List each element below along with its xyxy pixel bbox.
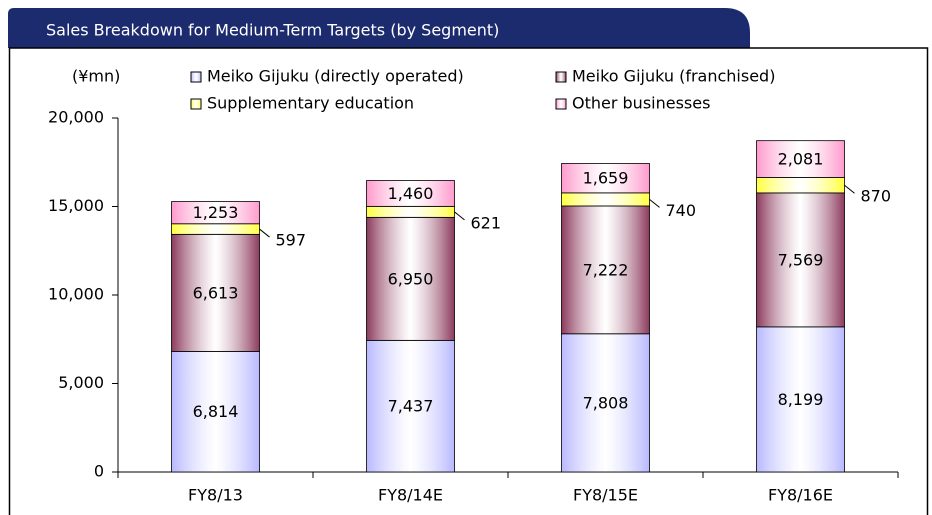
data-label: 621 <box>471 213 502 232</box>
legend-label: Meiko Gijuku (directly operated) <box>207 67 464 86</box>
bar-segment <box>756 177 845 194</box>
data-label: 6,950 <box>388 269 434 288</box>
bar-segment <box>171 350 260 473</box>
data-label: 7,222 <box>583 260 629 279</box>
data-label: 2,081 <box>778 150 824 169</box>
bar-segment <box>366 216 455 341</box>
y-axis-label: (¥mn) <box>72 67 120 86</box>
data-label: 1,460 <box>388 184 434 203</box>
y-tick-label: 5,000 <box>58 373 104 392</box>
bar-segment <box>561 192 650 207</box>
bar-segment <box>561 163 650 194</box>
data-label: 7,808 <box>583 393 629 412</box>
data-label: 740 <box>666 201 697 220</box>
data-label: 6,613 <box>193 283 239 302</box>
data-label: 1,253 <box>193 203 239 222</box>
legend-swatch <box>555 71 567 83</box>
bar-segment <box>756 326 845 473</box>
legend-swatch <box>190 98 202 110</box>
data-label: 870 <box>861 187 892 206</box>
header-tab <box>8 8 750 48</box>
y-tick-label: 0 <box>94 462 104 481</box>
data-label: 1,659 <box>583 169 629 188</box>
bar-segment <box>366 339 455 473</box>
bar-segment <box>561 205 650 335</box>
y-tick-label: 10,000 <box>48 285 104 304</box>
y-tick-label: 15,000 <box>48 196 104 215</box>
data-label: 6,814 <box>193 402 239 421</box>
leader-line <box>649 199 660 208</box>
x-tick-label: FY8/14E <box>378 486 443 505</box>
bar-segment <box>756 140 845 178</box>
chart-title: Sales Breakdown for Medium-Term Targets … <box>46 21 499 40</box>
data-label: 7,569 <box>778 250 824 269</box>
legend-label: Other businesses <box>572 94 710 113</box>
x-tick-label: FY8/13 <box>188 486 243 505</box>
leader-line <box>259 228 270 238</box>
data-label: 8,199 <box>778 390 824 409</box>
legend-swatch <box>555 98 567 110</box>
y-tick-label: 20,000 <box>48 108 104 127</box>
legend-label: Supplementary education <box>207 94 414 113</box>
data-label: 597 <box>276 231 307 250</box>
leader-line <box>844 184 855 194</box>
x-tick-label: FY8/16E <box>768 486 833 505</box>
frame <box>8 47 929 515</box>
legend-swatch <box>190 71 202 83</box>
bar-segment <box>171 223 260 235</box>
bar-segment <box>561 333 650 473</box>
x-tick-label: FY8/15E <box>573 486 638 505</box>
bar-segment <box>756 192 845 328</box>
bar-segment <box>171 201 260 225</box>
bar-segment <box>366 205 455 218</box>
data-label: 7,437 <box>388 397 434 416</box>
legend-label: Meiko Gijuku (franchised) <box>572 67 775 86</box>
bar-segment <box>366 180 455 207</box>
leader-line <box>454 211 465 221</box>
